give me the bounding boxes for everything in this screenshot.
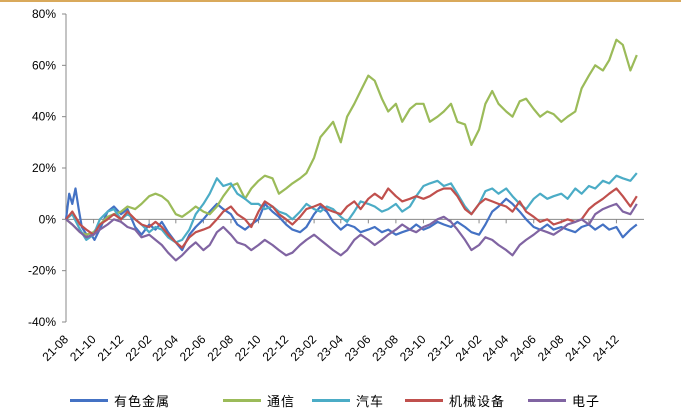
chart-series [64,38,638,262]
x-tick-label: 22-06 [177,332,209,364]
series-line [65,187,638,249]
x-tick-label: 21-08 [40,332,72,364]
x-tick-label: 21-10 [67,332,99,364]
y-tick-label: 0% [39,212,57,226]
legend-item: 通信 [223,390,295,410]
y-tick-label: -20% [28,264,56,278]
x-tick-label: 23-10 [397,332,429,364]
legend-item: 有色金属 [70,390,170,410]
legend-label: 电子 [572,394,601,410]
legend-item: 机械设备 [405,390,505,410]
y-tick-label: 80% [32,7,56,21]
x-tick-label: 24-04 [480,332,512,364]
chart-legend: 有色金属 通信 汽车 机械设备 电子 [0,390,681,410]
legend-swatch [528,398,566,402]
x-tick-label: 22-12 [260,332,292,364]
x-tick-label: 22-08 [204,332,236,364]
legend-label: 通信 [267,394,296,410]
line-chart: -40%-20%0%20%40%60%80%21-0821-1021-1222-… [28,7,644,364]
legend-swatch [405,398,443,402]
x-tick-label: 23-02 [288,332,320,364]
y-tick-label: 60% [32,58,56,72]
legend-label: 汽车 [356,394,385,410]
x-tick-label: 23-04 [314,332,346,364]
series-line [65,202,638,262]
y-tick-label: 40% [32,110,56,124]
legend-swatch [70,398,108,402]
legend-label: 有色金属 [114,394,171,410]
x-tick-label: 24-12 [590,332,622,364]
x-tick-label: 21-12 [95,332,127,364]
x-tick-label: 23-12 [425,332,457,364]
y-tick-label: 20% [32,161,56,175]
legend-item: 汽车 [312,390,384,410]
x-tick-label: 24-10 [562,332,594,364]
series-line [65,38,638,236]
x-tick-label: 22-02 [123,332,155,364]
legend-label: 机械设备 [449,394,506,410]
chart-axes: -40%-20%0%20%40%60%80%21-0821-1021-1222-… [28,7,644,364]
legend-item: 电子 [528,390,600,410]
x-tick-label: 24-06 [507,332,539,364]
legend-swatch [223,398,261,402]
x-tick-label: 23-06 [342,332,374,364]
legend-swatch [312,398,350,402]
x-tick-label: 22-04 [149,332,181,364]
header-rule [0,0,681,2]
y-tick-label: -40% [28,315,56,329]
x-tick-label: 24-02 [453,332,485,364]
x-tick-label: 23-08 [369,332,401,364]
series-line [65,172,638,244]
series-line [64,187,638,252]
x-tick-label: 24-08 [535,332,567,364]
x-tick-label: 22-10 [232,332,264,364]
